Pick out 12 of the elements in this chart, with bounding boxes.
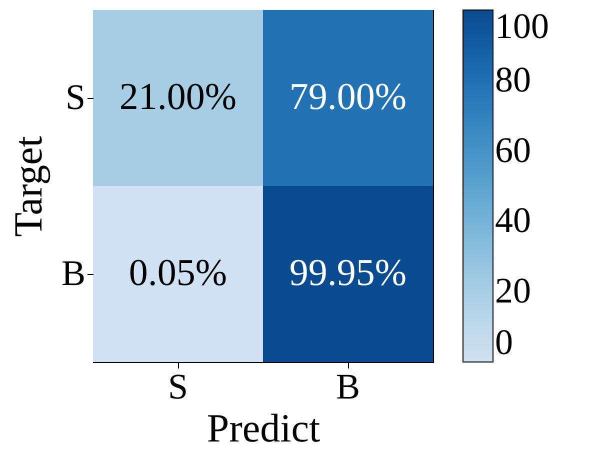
color-bar-label: 80 [495, 59, 531, 100]
data-label: 79.00% [289, 76, 407, 118]
color-bar-label: 0 [495, 322, 513, 362]
color-bar-label: 20 [495, 270, 531, 311]
y-axis-title: Target [5, 136, 50, 237]
x-axis-title: Predict [206, 406, 320, 450]
color-bar-label: 100 [495, 6, 549, 46]
color-bar-label: 60 [495, 130, 531, 170]
data-label: 21.00% [119, 76, 237, 118]
color-bar-label: 40 [495, 200, 531, 240]
data-label: 99.95% [289, 252, 407, 294]
data-label: 0.05% [128, 252, 228, 294]
